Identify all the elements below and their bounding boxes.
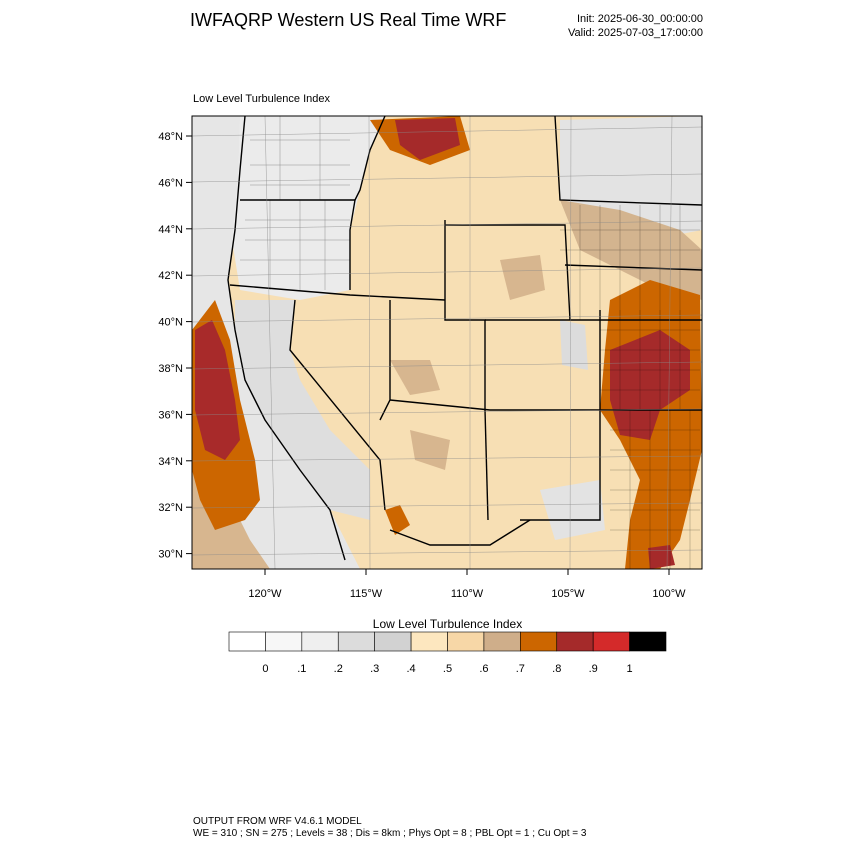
colorbar-labels: 0 .1 .2 .3 .4 .5 .6 .7 .8 .9 1 [0,663,850,679]
footer-line-config: WE = 310 ; SN = 275 ; Levels = 38 ; Dis … [193,828,587,839]
grey-patch-newmexico [540,480,605,540]
state-borders [227,116,702,561]
red-montana [395,118,460,160]
lat-tick-label: 32°N [158,502,183,514]
colorbar-swatch [556,631,594,652]
colorbar-label: .5 [442,663,453,675]
county-lines [240,116,700,569]
plains-counties [600,310,700,569]
colorbar-label: .8 [552,663,562,675]
map-frame [191,115,703,570]
map-field [192,116,702,569]
tan-patch-arizona [410,430,450,470]
colorbar-swatch [520,631,558,652]
plot-title: IWFAQRP Western US Real Time WRF [190,10,507,30]
latitude-axis: 48°N 46°N 44°N 42°N 40°N 38°N 36°N 34°N 32°N 30°N [158,131,192,561]
lon-tick-label: 120°W [248,588,282,600]
az-nm-border [484,409,489,521]
valid-time: Valid: 2025-07-03_17:00:00 [568,27,703,39]
nm-tx-border [520,310,601,521]
parallels [192,126,702,556]
colorbar-label: .6 [479,663,489,675]
colorbar-label: .3 [370,663,380,675]
graticule [192,116,702,569]
tan-patch-wyoming [500,255,545,300]
model-footer: OUTPUT FROM WRF V4.6.1 MODEL WE = 310 ; … [193,816,586,840]
lat-tick-label: 34°N [158,456,183,468]
colorbar-label: .9 [588,663,598,675]
id-border [354,116,386,201]
lon-tick-label: 100°W [652,588,686,600]
mexico-border [389,519,531,546]
colorbar-label: .1 [297,663,307,675]
northwest-counties [240,116,350,290]
wyoming-border [445,224,571,321]
colorbar-swatch [447,631,485,652]
colorbar-swatch [337,631,375,652]
colorbar-swatch [410,631,448,652]
colorbar-label: .2 [333,663,343,675]
lat-tick-label: 42°N [158,270,183,282]
lat-tick-label: 44°N [158,224,183,236]
37n-border [389,399,600,411]
lat-tick-label: 48°N [158,131,183,143]
ca-nv-border [289,299,386,511]
lat-tick-label: 38°N [158,363,183,375]
map-subtitle: Low Level Turbulence Index [193,93,330,105]
lat-tick-label: 46°N [158,177,183,189]
longitude-axis: 120°W 115°W 110°W 105°W 100°W [248,569,686,600]
grey-patch-colorado [560,320,588,370]
tan-patch-utah [390,360,440,395]
colorbar-label: 1 [626,663,633,675]
colorbar-swatch [592,631,630,652]
lat-tick-label: 40°N [158,317,183,329]
colorbar-swatch [301,631,339,652]
colorbar-title: Low Level Turbulence Index [372,617,523,631]
colorbar-label: 0 [262,663,269,675]
colorbar-label: .4 [406,663,416,675]
red-pacific [195,320,240,460]
colorbar-label: .7 [515,663,525,675]
orange-baja [385,505,410,535]
lat-tick-label: 30°N [158,549,183,561]
colorbar-swatch [629,631,667,652]
lon-tick-label: 105°W [551,588,585,600]
california-region [235,300,370,520]
colorbar-swatch [483,631,521,652]
northwest-region [232,116,385,300]
montana-dakota-border [554,116,702,206]
lon-tick-label: 115°W [350,588,383,600]
meridians [264,116,673,569]
colorbar-swatch [228,631,266,652]
lon-tick-label: 110°W [451,588,484,600]
init-time: Init: 2025-06-30_00:00:00 [577,13,703,25]
lat-tick-label: 36°N [158,409,183,421]
colorbar [228,631,667,652]
colorbar-swatch [265,631,303,652]
dakota-counties [560,205,700,320]
red-texas [648,545,675,569]
sd-ne-border [564,264,702,271]
colorbar-swatch [374,631,412,652]
footer-line-model: OUTPUT FROM WRF V4.6.1 MODEL [193,816,362,827]
coastline [227,116,346,561]
